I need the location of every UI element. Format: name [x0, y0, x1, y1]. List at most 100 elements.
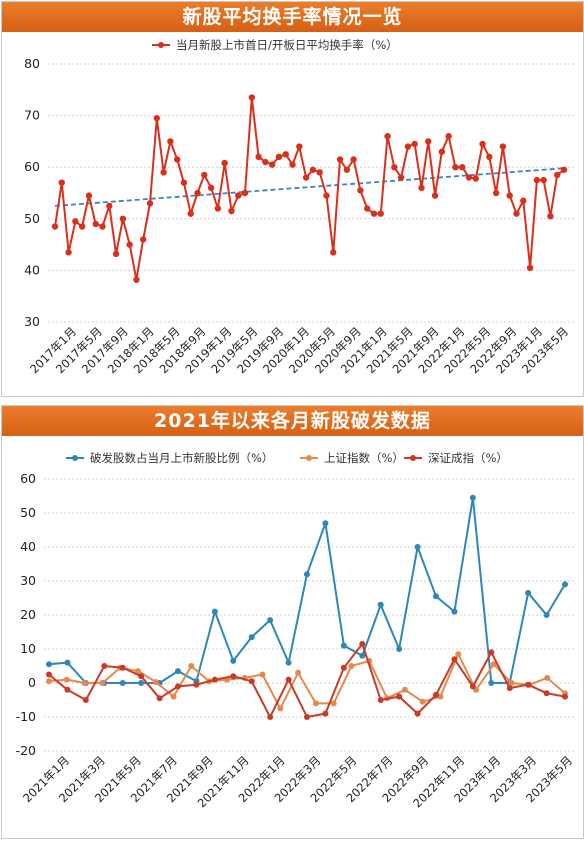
data-point: [488, 649, 495, 656]
legend-marker: [410, 455, 416, 461]
data-point: [230, 657, 237, 664]
data-point: [99, 223, 106, 230]
y-tick-label: 50: [24, 211, 40, 226]
data-point: [101, 663, 108, 669]
data-point: [170, 693, 177, 700]
data-point: [188, 663, 195, 669]
break-line-chart: -20-1001020304050602021年1月2021年3月2021年5月…: [16, 451, 576, 810]
data-point: [275, 153, 283, 161]
data-point: [160, 169, 167, 176]
data-point: [340, 664, 347, 671]
data-point: [330, 700, 337, 707]
legend-marker: [158, 42, 164, 48]
data-point: [445, 133, 452, 140]
data-point: [248, 634, 255, 641]
data-point: [285, 659, 292, 666]
data-point: [411, 140, 418, 148]
data-point: [377, 210, 384, 217]
data-point: [506, 192, 513, 199]
data-point: [193, 681, 200, 688]
data-point: [173, 156, 181, 163]
data-point: [140, 236, 147, 243]
data-point: [520, 197, 527, 204]
data-point: [554, 171, 561, 179]
data-point: [472, 175, 479, 182]
y-tick-label: 10: [20, 641, 36, 656]
data-point: [363, 205, 371, 212]
data-point: [486, 153, 493, 161]
data-point: [384, 133, 391, 140]
data-point: [167, 138, 174, 145]
data-point: [65, 249, 72, 256]
data-point: [451, 656, 458, 663]
data-point: [194, 189, 201, 197]
data-point: [469, 683, 476, 690]
data-point: [282, 151, 289, 158]
data-point: [175, 668, 181, 675]
legend-marker: [306, 455, 312, 461]
y-tick-label: 30: [24, 314, 40, 329]
y-tick-label: 0: [28, 675, 36, 690]
data-point: [562, 693, 568, 700]
y-tick-label: -10: [16, 709, 36, 724]
data-point: [465, 174, 473, 181]
data-point: [221, 159, 228, 167]
y-tick-label: 50: [20, 505, 36, 520]
data-point: [414, 544, 421, 550]
data-point: [92, 220, 99, 228]
data-point: [544, 674, 551, 681]
data-point: [211, 608, 218, 615]
data-point: [359, 640, 366, 647]
data-point: [309, 166, 317, 173]
data-point: [64, 686, 71, 693]
data-point: [126, 241, 133, 248]
data-point: [187, 210, 194, 217]
data-point: [235, 192, 242, 199]
data-point: [452, 164, 459, 171]
data-point: [295, 669, 302, 676]
data-point: [267, 714, 274, 720]
data-point: [119, 664, 126, 671]
y-tick-label: 80: [24, 56, 40, 71]
data-point: [248, 94, 256, 101]
data-point: [451, 608, 458, 615]
data-point: [433, 593, 439, 600]
y-tick-label: 40: [20, 539, 36, 554]
data-point: [51, 223, 59, 230]
data-point: [134, 668, 141, 675]
data-point: [525, 589, 532, 596]
data-point: [230, 673, 237, 680]
data-point: [46, 661, 52, 668]
series-line-1: [48, 497, 566, 684]
data-point: [64, 659, 71, 666]
data-point: [340, 642, 347, 649]
data-point: [46, 671, 52, 678]
data-point: [396, 693, 403, 700]
data-point: [543, 612, 550, 618]
data-point: [455, 651, 462, 658]
chart-panel-break: 2021年以来各月新股破发数据 -20 -10 0 10 20 30 40 50 60 2021年…: [1, 405, 584, 839]
data-point: [525, 681, 532, 688]
data-point: [401, 686, 408, 693]
trend-line: [54, 167, 565, 207]
chart-panel-turnover: 新股平均换手率情况一览 30 40 50 60 70 80 2017年1月 2017年5月 20…: [1, 1, 584, 397]
data-point: [214, 205, 222, 212]
data-point: [377, 601, 384, 608]
y-tick-label: 20: [20, 607, 36, 622]
data-point: [133, 276, 140, 283]
chart-title-break: 2021年以来各月新股破发数据: [2, 406, 583, 436]
data-point: [425, 138, 432, 145]
data-point: [304, 571, 310, 578]
data-point: [322, 520, 329, 527]
data-point: [397, 174, 405, 181]
data-point: [431, 192, 439, 199]
series-line-1: [54, 97, 565, 280]
data-point: [112, 250, 120, 258]
data-point: [255, 153, 262, 161]
data-point: [370, 210, 378, 217]
data-point: [201, 171, 208, 179]
data-point: [488, 680, 495, 686]
data-point: [211, 676, 218, 683]
series-line-2: [48, 651, 566, 711]
data-point: [302, 174, 310, 181]
